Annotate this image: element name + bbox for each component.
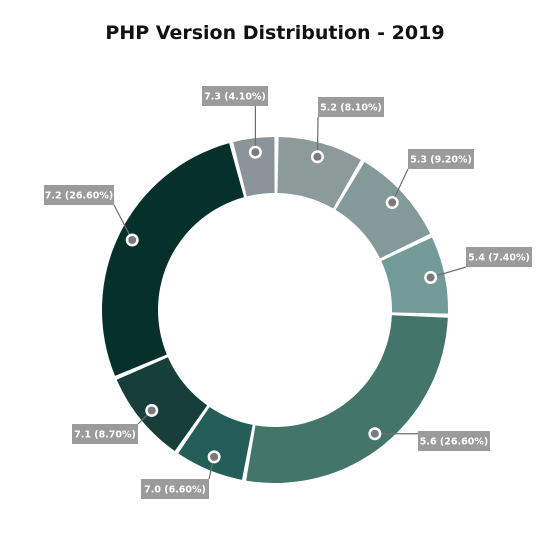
data-label-5-4: 5.4 (7.40%) [468,253,530,264]
data-label-5-3: 5.3 (9.20%) [410,155,472,166]
slice-7-0 [178,406,253,480]
label-marker-dot [147,406,156,415]
data-label-7-3: 7.3 (4.10%) [204,92,266,103]
slice-5-4 [381,237,449,314]
label-marker-dot [251,148,260,157]
label-marker-dot [388,198,397,207]
label-box [466,247,532,267]
slice-5-2 [277,137,361,209]
label-box [141,479,209,499]
label-marker-dot [210,452,219,461]
label-marker-dot [313,152,322,161]
label-connector [113,204,133,241]
slice-7-3 [233,137,275,197]
chart-title: PHP Version Distribution - 2019 [105,22,445,44]
data-label-5-6: 5.6 (26.60%) [420,437,488,448]
data-label-7-0: 7.0 (6.60%) [144,485,206,496]
label-marker-dot [128,235,137,244]
label-box [318,97,384,117]
slice-7-2 [101,143,244,376]
data-label-5-2: 5.2 (8.10%) [320,103,382,114]
slice-5-3 [335,161,431,259]
slice-5-6 [246,315,448,483]
data-label-7-2: 7.2 (26.60%) [45,191,113,202]
label-box [418,431,490,451]
label-box [44,185,114,205]
label-box [72,424,138,444]
label-box [202,86,268,106]
data-label-7-1: 7.1 (8.70%) [74,430,136,441]
label-box [408,149,474,169]
slice-7-1 [116,357,208,451]
label-connector [316,116,319,157]
label-marker-dot [370,429,379,438]
label-marker-dot [426,273,435,282]
